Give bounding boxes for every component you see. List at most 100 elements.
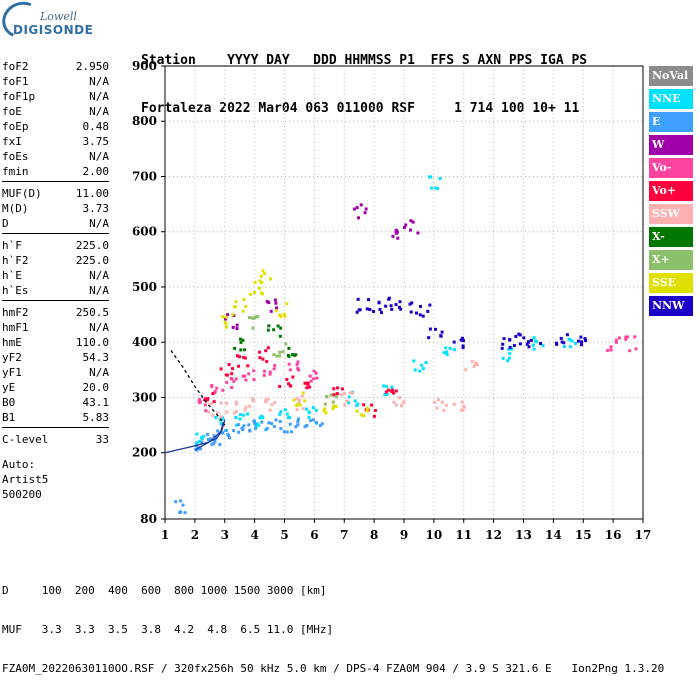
echo-point-vo [278,384,282,388]
echo-point-nnw [584,339,588,343]
echo-point-nnw [426,309,430,313]
echo-point-ssw [394,403,398,407]
echo-point-nne [383,393,387,397]
echo-point-ssw [207,410,211,414]
echo-point-nnw [390,307,394,311]
echo-point-sse [323,407,327,411]
echo-point-nne [508,352,512,356]
echo-point-sse [279,315,283,319]
echo-point-nne [424,361,428,365]
echo-point-vo [606,348,610,352]
echo-point-w [391,234,395,238]
echo-point-w [364,207,368,211]
param-value: N/A [89,75,109,88]
echo-point-nnw [394,303,398,307]
echo-point-ssw [459,408,463,412]
echo-point-e [232,429,236,433]
echo-point-nnw [439,334,443,338]
param-separator [2,233,109,234]
param-value: 2.00 [82,165,110,178]
echo-point-e [289,430,293,434]
echo-point-e [179,510,183,514]
logo-line2: DIGISONDE [13,23,94,37]
echo-point-nne [260,414,264,418]
echo-point-nne [445,350,449,354]
legend-item: NoVal [649,66,693,86]
param-name: yF2 [2,351,22,364]
echo-point-ssw [225,401,229,405]
echo-point-nne [445,353,449,357]
echo-point-w [411,220,415,224]
echo-point-nne [420,363,424,367]
echo-point-nne [531,343,535,347]
echo-point-vo [247,372,251,376]
echo-point-sse [365,409,369,413]
echo-point-nnw [378,308,382,312]
footer-file-info: FZA0M_20220630110OO.RSF / 320fx256h 50 k… [2,662,665,675]
echo-point-nne [570,339,574,343]
echo-point-e [248,429,252,433]
echo-point-ssw [348,391,352,395]
echo-point-nne [285,412,289,416]
echo-point-nnw [389,304,393,308]
echo-point-w [416,231,420,235]
header-labels: Station YYYY DAY DDD HHMMSS P1 FFS S AXN… [141,53,588,68]
y-tick-label: 300 [132,390,157,404]
echo-point-nnw [512,344,516,348]
param-row: yE 20.0 [2,380,109,395]
echo-point-nne [214,416,218,420]
echo-point-w [265,299,269,303]
x-tick-label: 7 [340,528,348,542]
echo-point-e [226,433,230,437]
echo-point-nne [242,413,246,417]
echo-point-nne [347,395,351,399]
param-value: N/A [89,269,109,282]
echo-point-sse [334,404,338,408]
echo-point-ssw [243,408,247,412]
echo-point-x [253,315,257,319]
echo-point-nne [307,416,311,420]
y-tick-label: 200 [132,446,157,460]
echo-point-nnw [409,310,413,314]
echo-point-vo [225,373,229,377]
echo-point-x [256,315,260,319]
echo-point-x [278,354,282,358]
echo-point-vo [289,384,293,388]
x-tick-label: 17 [635,528,652,542]
y-tick-label: 900 [132,59,157,73]
param-row: foF2 2.950 [2,59,109,74]
echo-point-vo [268,370,272,374]
param-row: fxI 3.75 [2,134,109,149]
echo-point-ssw [461,409,465,413]
echo-point-sse [224,322,228,326]
echo-point-w [274,301,278,305]
echo-point-w [402,226,406,230]
x-tick-label: 2 [191,528,199,542]
param-value: 225.0 [75,254,109,267]
echo-point-e [309,419,313,423]
echo-point-vo [306,382,310,386]
echo-point-nne [255,422,259,426]
echo-point-nnw [518,342,522,346]
echo-point-nnw [500,346,504,350]
echo-point-nnw [518,333,522,337]
echo-point-e [181,503,185,507]
echo-point-nne [568,345,572,349]
echo-point-vo [308,374,312,378]
echo-point-vo [268,372,272,376]
echo-point-w [357,216,361,220]
param-row: C-level 33 [2,432,109,447]
param-value: 3.73 [82,202,110,215]
echo-point-nne [562,345,566,349]
echo-point-nnw [367,298,371,302]
echo-point-x [272,328,276,332]
echo-point-sse [221,315,225,319]
echo-point-ssw [219,401,223,405]
echo-point-ssw [472,364,476,368]
echo-point-nne [353,399,357,403]
x-tick-label: 13 [515,528,532,542]
echo-point-x [284,342,288,346]
echo-point-e [205,432,209,436]
echo-point-x [239,340,243,344]
param-name: foEs [2,150,29,163]
